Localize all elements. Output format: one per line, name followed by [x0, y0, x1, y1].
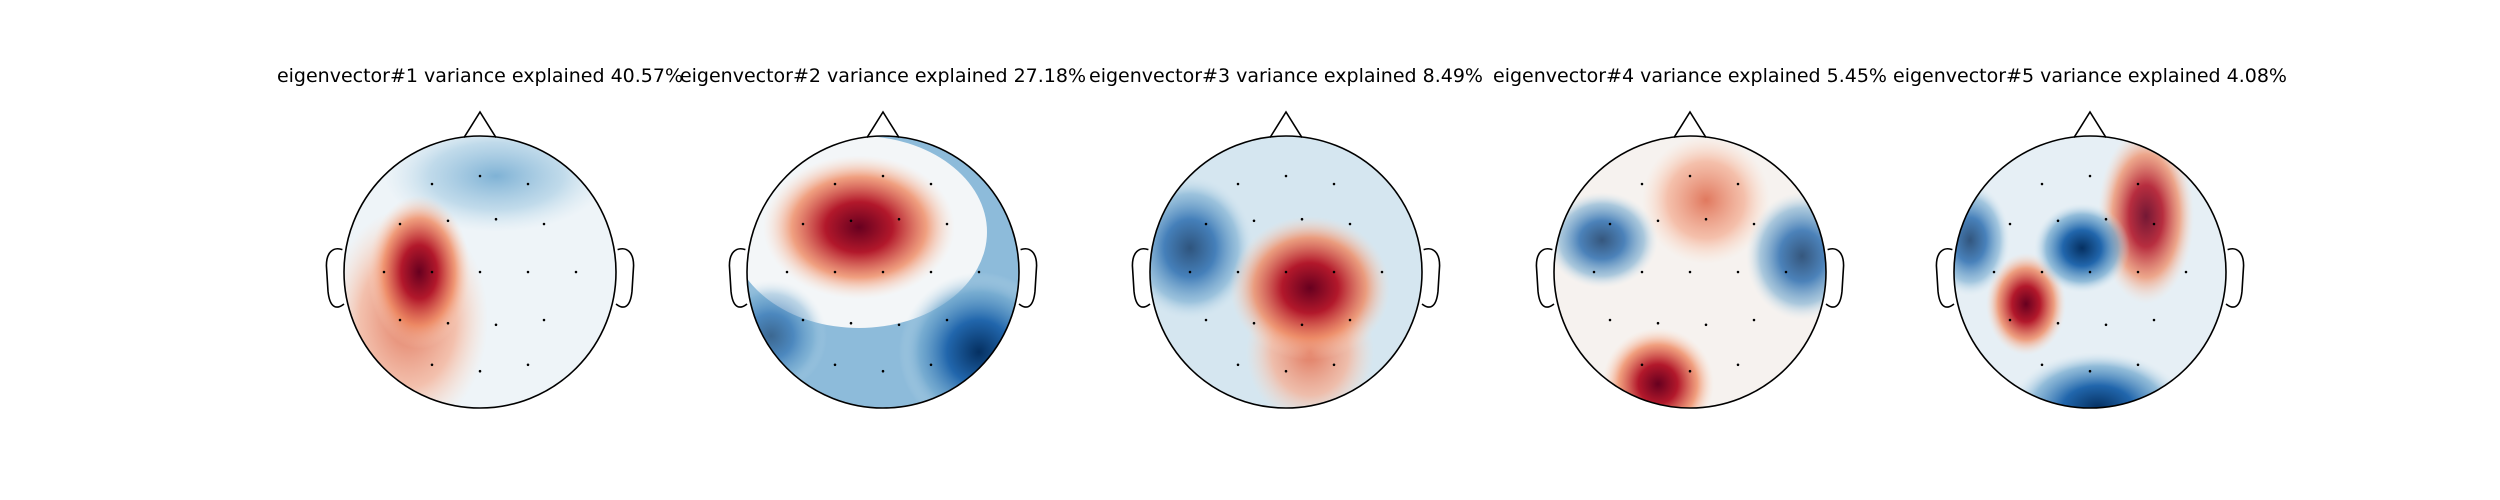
topomap	[1131, 111, 1441, 409]
topomap	[1935, 111, 2245, 409]
panel-title: eigenvector#4 variance explained 5.45%	[1493, 65, 1887, 87]
panel-title: eigenvector#2 variance explained 27.18%	[680, 65, 1086, 87]
topomap	[1535, 111, 1845, 409]
panel-title: eigenvector#1 variance explained 40.57%	[277, 65, 683, 87]
topomap	[325, 111, 635, 409]
panel-title: eigenvector#3 variance explained 8.49%	[1089, 65, 1483, 87]
panel-title: eigenvector#5 variance explained 4.08%	[1893, 65, 2287, 87]
topomap	[728, 111, 1038, 409]
